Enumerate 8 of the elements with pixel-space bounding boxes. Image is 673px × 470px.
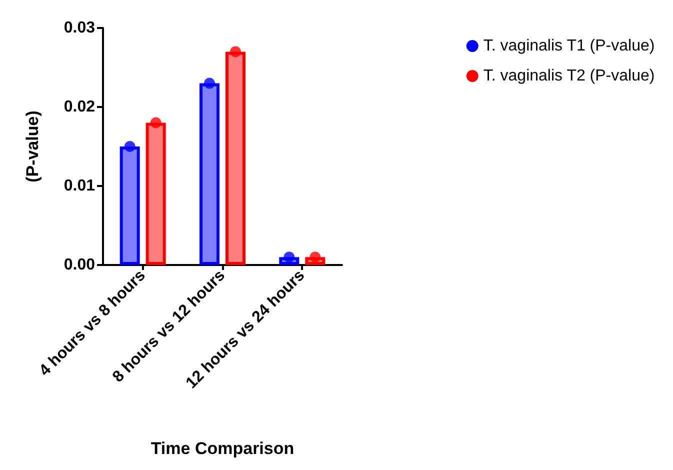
legend-label: T. vaginalis T1 (P-value) [483,38,655,54]
y-axis-title: (P-value) [23,110,42,182]
y-tick-label: 0.01 [64,178,96,194]
x-axis-title: Time Comparison [150,439,294,458]
y-tick-label: 0.00 [64,256,96,274]
y-tick-label: 0.02 [64,98,96,116]
y-tick-label: 0.03 [64,20,96,36]
legend-label: T. vaginalis T2 (P-value) [483,68,655,84]
